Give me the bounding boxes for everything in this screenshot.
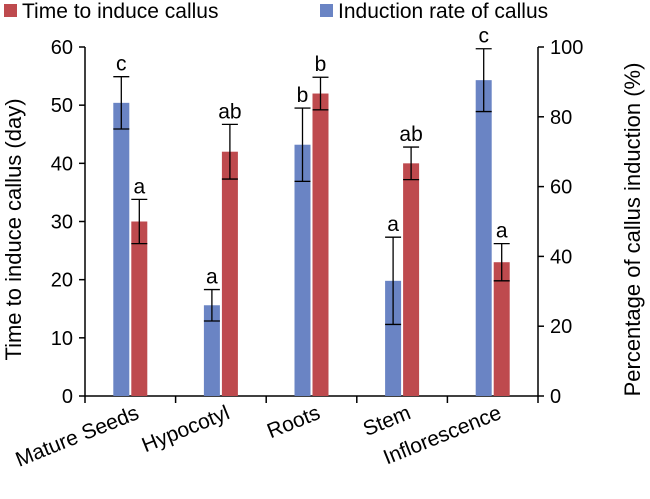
significance-label: a — [206, 266, 218, 289]
y-right-tick-label: 100 — [550, 37, 583, 59]
y-left-tick-label: 30 — [51, 212, 73, 234]
y-right-tick-label: 60 — [550, 177, 572, 199]
y-left-tick-label: 60 — [51, 37, 73, 59]
bar — [493, 262, 510, 396]
significance-label: a — [387, 213, 399, 236]
bar — [312, 93, 329, 397]
y-axis-left-title: Time to induce callus (day) — [1, 98, 26, 360]
y-axis-right-title: Percentage of callus induction (%) — [620, 63, 645, 397]
significance-label: ab — [218, 100, 241, 123]
y-left-tick-label: 10 — [51, 328, 73, 350]
significance-label: b — [315, 53, 327, 76]
significance-label: ab — [399, 123, 422, 146]
bar — [403, 163, 420, 396]
x-category-label: Hypocotyl — [139, 401, 233, 457]
bar — [475, 80, 492, 396]
y-left-tick-label: 50 — [51, 95, 73, 117]
legend-swatch — [4, 4, 17, 17]
x-category-label: Roots — [264, 401, 323, 443]
significance-label: a — [496, 220, 508, 243]
y-left-tick-label: 40 — [51, 153, 73, 175]
y-left-tick-label: 0 — [62, 386, 73, 408]
bar — [385, 280, 402, 396]
x-category-label: Mature Seeds — [12, 401, 142, 471]
bar — [203, 305, 220, 396]
y-right-tick-label: 20 — [550, 316, 572, 338]
significance-label: a — [133, 175, 145, 198]
bar — [221, 151, 238, 396]
y-left-tick-label: 20 — [51, 270, 73, 292]
legend: Time to induce callus Induction rate of c… — [4, 0, 548, 23]
legend-swatch — [320, 4, 333, 17]
significance-label: c — [478, 25, 489, 48]
bar — [113, 102, 130, 396]
x-category-label: Stem — [360, 401, 414, 441]
y-right-tick-label: 40 — [550, 246, 572, 268]
significance-label: b — [297, 84, 309, 107]
significance-label: c — [116, 53, 127, 76]
bar — [131, 221, 148, 396]
bar — [294, 144, 311, 396]
bars — [113, 48, 510, 397]
legend-label: Induction rate of callus — [338, 0, 548, 23]
y-right-tick-label: 80 — [550, 107, 572, 129]
y-right-tick-label: 0 — [550, 386, 561, 408]
legend-label: Time to induce callus — [22, 0, 218, 23]
